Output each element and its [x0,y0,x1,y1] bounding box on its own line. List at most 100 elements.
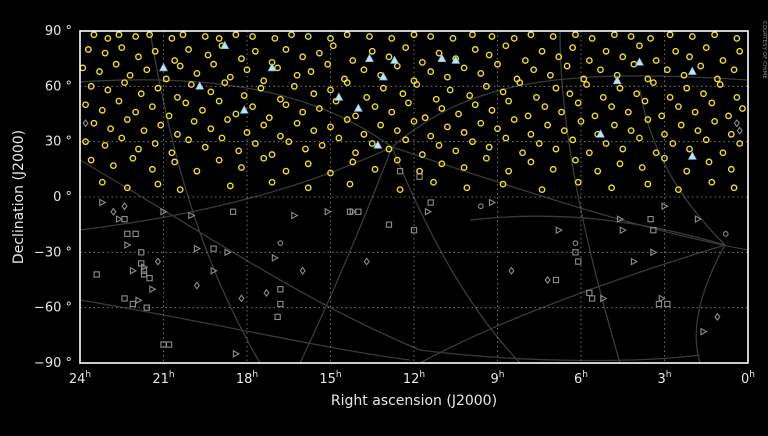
source-circle [494,125,501,133]
source-triangle-right [650,248,658,257]
source-circle [527,31,535,39]
source-circle [527,130,535,138]
source-circle [482,82,490,90]
source-circle [477,119,485,127]
source-circle [265,114,273,122]
source-circle [379,84,387,92]
source-circle [363,94,371,101]
source-circle [719,57,727,64]
source-circle [318,141,326,149]
source-triangle [267,62,277,72]
source-circle [435,49,443,57]
source-circle [402,44,410,51]
source-circle [410,117,418,125]
source-triangle-right [630,257,639,266]
source-circle [327,123,334,131]
source-circle [683,167,691,175]
source-circle [438,160,446,168]
source-circle [725,112,732,120]
source-circle [271,34,279,42]
source-circle [569,44,577,51]
source-triangle [239,105,249,114]
y-tick-label: −90 ° [34,356,72,371]
source-circle [293,119,301,127]
source-circle [371,165,379,173]
y-tick-label: 0 ° [53,190,72,205]
source-circle [377,121,384,129]
source-circle [546,71,554,79]
source-circle [235,147,243,155]
source-triangle [437,53,447,62]
source-circle [580,75,588,83]
source-circle [449,34,457,42]
source-circle [430,178,437,186]
source-circle [716,81,724,88]
source-circle [129,154,137,162]
source-square [277,300,284,308]
source-circle [360,66,368,74]
source-circle [443,123,451,131]
x-tick-unit: h [252,370,258,380]
source-circle [652,57,660,64]
source-square [138,249,145,256]
source-circle [251,47,259,55]
source-circle [502,134,510,142]
source-square [143,304,150,311]
source-circle [304,160,312,168]
source-square [427,199,434,206]
source-circle [399,90,407,98]
source-square [165,341,173,348]
source-circle [201,33,209,40]
source-triangle [390,55,400,64]
source-circle [151,47,159,55]
source-circle [176,62,184,70]
source-circle [388,34,396,42]
source-circle [307,68,315,75]
source-circle [602,47,610,55]
x-tick-unit: h [666,370,672,380]
source-circle [488,106,496,114]
source-circle [680,71,688,79]
source-circle [432,95,440,103]
source-circle [649,79,657,87]
source-triangle [687,66,697,75]
source-circle [418,151,426,158]
source-circle [666,94,674,101]
source-circle [174,130,181,138]
source-triangle-right [193,244,202,253]
source-circle [193,70,201,77]
source-circle [574,178,582,186]
source-diamond [544,275,551,285]
source-circle [560,127,568,135]
source-triangle-right [135,296,143,305]
source-circle [713,75,721,83]
source-triangle-right [616,215,625,224]
source-circle [118,44,126,51]
source-triangle [378,71,388,81]
source-square [572,249,579,256]
source-triangle-right [324,207,332,216]
source-circle [352,112,359,120]
source-circle [427,68,435,75]
source-circle [519,149,526,157]
source-circle [190,117,198,125]
source-diamond [110,207,117,216]
source-triangle-right [488,198,497,207]
source-circle [697,62,705,70]
source-circle [538,186,546,194]
source-triangle [373,140,383,149]
source-circle [366,33,373,40]
source-circle [371,103,379,111]
source-triangle-right [160,207,168,216]
source-circle [290,82,298,90]
source-square [146,275,153,282]
source-circle [616,160,624,168]
source-circle [268,151,276,158]
source-circle [260,121,268,129]
source-circle [482,154,490,162]
source-triangle-right [232,349,241,358]
source-diamond [238,294,245,303]
source-circle [405,99,412,107]
source-triangle-right [424,207,433,216]
source-diamond [363,257,370,266]
